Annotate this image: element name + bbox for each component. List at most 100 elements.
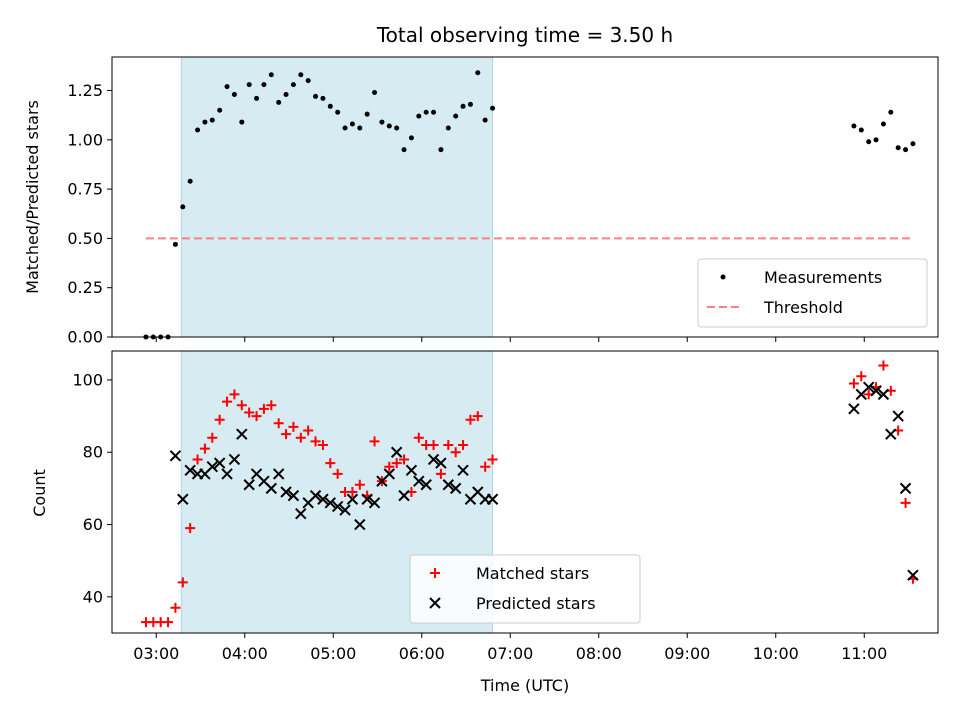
data-point (335, 109, 341, 115)
data-point (209, 117, 215, 123)
data-point (347, 487, 358, 497)
data-point (379, 119, 385, 125)
data-point (305, 78, 311, 84)
data-point (224, 84, 230, 90)
data-point (207, 432, 218, 443)
data-point (163, 617, 174, 628)
x-tick-label: 08:00 (576, 644, 622, 663)
data-point (251, 411, 262, 422)
data-point (442, 479, 455, 491)
axes-frame (111, 350, 939, 634)
data-point (206, 460, 219, 473)
data-point (214, 414, 225, 425)
data-point (408, 135, 414, 141)
legend-label: Predicted stars (476, 594, 596, 613)
data-point (180, 204, 186, 210)
x-tick-label: 11:00 (841, 644, 887, 663)
data-point (399, 454, 410, 465)
data-point (870, 385, 882, 397)
data-point (254, 95, 260, 101)
data-point (885, 428, 897, 440)
data-point (472, 411, 483, 422)
data-point (413, 432, 424, 443)
y-tick-label: 40 (83, 587, 103, 606)
x-tick-label: 03:00 (133, 644, 179, 663)
x-tick-label: 07:00 (487, 644, 533, 663)
data-point (467, 101, 473, 107)
data-point (236, 428, 248, 440)
data-point (465, 414, 476, 425)
data-point (295, 432, 306, 443)
legend-key (720, 274, 726, 280)
y-tick-label: 100 (72, 370, 103, 389)
data-point (386, 123, 392, 129)
data-point (899, 482, 912, 495)
x-tick-label: 10:00 (753, 644, 799, 663)
data-point (449, 482, 462, 495)
data-point (910, 141, 916, 147)
data-point (195, 127, 201, 133)
data-point (482, 117, 488, 123)
data-point (187, 178, 193, 184)
legend-label: Threshold (763, 298, 843, 317)
axes-frame (111, 56, 939, 338)
data-point (369, 436, 380, 447)
chart-title: Total observing time = 3.50 h (376, 23, 673, 47)
data-point (431, 109, 437, 115)
data-point (177, 577, 188, 588)
y-tick-label: 1.00 (67, 130, 103, 149)
x-tick-label: 09:00 (664, 644, 710, 663)
data-point (202, 119, 208, 125)
data-point (848, 403, 860, 415)
data-point (346, 493, 359, 505)
data-point (332, 468, 343, 479)
data-point (327, 103, 333, 109)
data-point (428, 440, 439, 450)
data-point (892, 410, 904, 422)
legend-key (430, 568, 440, 578)
data-point (342, 125, 348, 131)
data-point (862, 381, 875, 393)
data-point (391, 458, 402, 469)
data-point (450, 447, 461, 458)
observing-window-shade (180, 56, 494, 338)
series-predicted-stars (169, 381, 919, 581)
data-point (310, 436, 321, 447)
data-point (222, 396, 233, 407)
data-point (303, 425, 314, 436)
data-point (873, 137, 879, 143)
data-point (265, 482, 278, 495)
x-axis-label: Time (UTC) (480, 676, 569, 695)
data-point (475, 70, 481, 76)
data-point (229, 389, 240, 400)
data-point (261, 82, 267, 88)
top-y-axis-label: Matched/Predicted stars (23, 100, 42, 294)
y-tick-label: 0.50 (67, 229, 103, 248)
data-point (435, 457, 447, 469)
data-point (435, 468, 446, 479)
data-point (184, 464, 196, 477)
x-tick-label: 04:00 (222, 644, 268, 663)
data-point (394, 125, 400, 131)
data-point (445, 125, 451, 131)
data-point (283, 91, 289, 97)
data-point (172, 241, 178, 247)
data-point (170, 602, 181, 613)
data-point (460, 103, 466, 109)
data-point (856, 371, 867, 382)
data-point (427, 453, 440, 466)
bottom-panel: 40 60 80 100 03:00 04:00 05:00 06:00 07:00 08:00 0… (72, 350, 939, 663)
legend-key (429, 597, 441, 609)
data-point (246, 82, 252, 88)
data-point (851, 123, 857, 129)
data-point (486, 493, 499, 505)
data-point (287, 489, 300, 502)
data-point (420, 479, 432, 491)
data-point (276, 99, 282, 105)
legend: Matched stars Predicted stars (409, 554, 641, 624)
data-point (169, 450, 182, 462)
y-tick-label: 0.75 (67, 180, 103, 199)
data-point (368, 497, 381, 509)
data-point (213, 457, 226, 469)
